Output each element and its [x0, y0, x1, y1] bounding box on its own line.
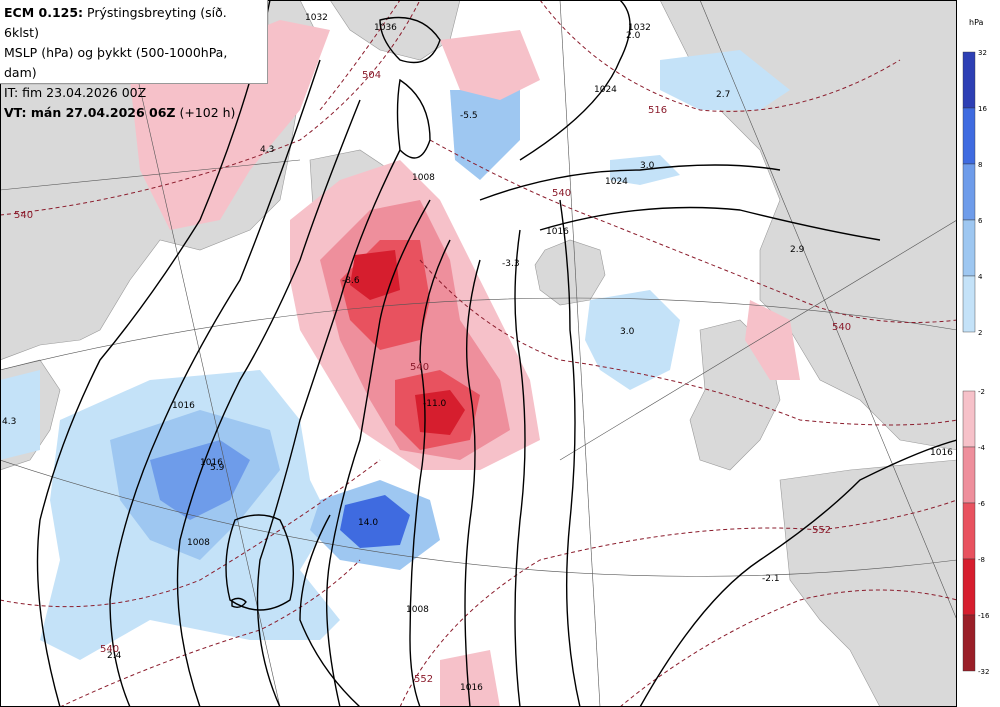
svalbard — [329, 0, 461, 61]
title-line-init-time: IT: fim 23.04.2026 00Z — [4, 85, 147, 100]
graticule — [0, 0, 957, 707]
svg-text:2.7: 2.7 — [716, 90, 730, 100]
colorbar-swatch — [962, 275, 976, 333]
svg-text:504: 504 — [362, 70, 381, 81]
svg-text:540: 540 — [14, 210, 33, 221]
svg-text:1016: 1016 — [200, 458, 223, 468]
colorbar-tick-label: -32 — [978, 668, 989, 676]
colorbar-swatch — [962, 51, 976, 109]
colorbar-tick-label: -16 — [978, 612, 990, 620]
colorbar-swatch — [962, 163, 976, 221]
svg-text:1016: 1016 — [930, 448, 953, 458]
svg-text:3.0: 3.0 — [620, 327, 635, 337]
weather-map: 1016 1024 1016 1016 1008 1008 1008 1016 … — [0, 0, 957, 707]
svg-text:-11.0: -11.0 — [423, 399, 447, 409]
rise-area-center — [585, 290, 680, 390]
colorbar-tick-label: -2 — [978, 388, 985, 396]
svg-text:1024: 1024 — [605, 177, 628, 187]
svg-text:4.3: 4.3 — [260, 145, 274, 155]
colorbar-tick-label: -6 — [978, 500, 986, 508]
svg-text:-3.3: -3.3 — [502, 259, 520, 269]
svg-text:2.9: 2.9 — [790, 245, 805, 255]
iceland — [534, 239, 606, 306]
svg-text:2.0: 2.0 — [626, 31, 641, 41]
color-legend: hPa 32 16 8 6 4 2 -2 -4 -6 -8 -16 -32 — [957, 0, 1000, 707]
rise-area-north — [660, 50, 790, 110]
svg-text:540: 540 — [552, 188, 571, 199]
map-title-box: ECM 0.125: Prýstingsbreyting (síð. 6klst… — [0, 0, 268, 120]
thickness-labels: 540 504 516 540 540 552 552 540 540 — [14, 70, 851, 685]
svg-text:1008: 1008 — [187, 538, 210, 548]
svg-text:1016: 1016 — [460, 683, 483, 693]
svg-text:540: 540 — [100, 644, 119, 655]
svg-text:552: 552 — [414, 674, 433, 685]
fall-area-east — [745, 300, 800, 380]
legend-unit: hPa — [969, 18, 984, 27]
colorbar-swatch — [962, 558, 976, 616]
colorbar-swatch — [962, 614, 976, 672]
svg-text:1016: 1016 — [172, 401, 195, 411]
title-line-valid-time: VT: mán 27.04.2026 06Z (+102 h) — [4, 105, 236, 120]
svg-text:4.3: 4.3 — [2, 417, 16, 427]
svg-text:3.0: 3.0 — [640, 161, 655, 171]
rise-area-south-core — [340, 495, 410, 548]
colorbar-tick-label: -4 — [978, 444, 986, 452]
svg-text:516: 516 — [648, 105, 667, 116]
svg-text:1024: 1024 — [594, 85, 617, 95]
colorbar-swatch — [962, 219, 976, 277]
svg-text:552: 552 — [812, 525, 831, 536]
isobar-labels: 1016 1024 1016 1016 1008 1008 1008 1016 … — [172, 13, 953, 693]
svg-text:5.9: 5.9 — [210, 463, 225, 473]
colorbar-tick-label: 8 — [978, 161, 982, 169]
colorbar-tick-label: 4 — [978, 273, 983, 281]
svg-text:1032: 1032 — [628, 23, 651, 33]
tendency-labels: 2.0 2.7 3.0 2.9 3.0 -3.3 -11.0 14.0 5.9 … — [2, 31, 805, 661]
isobars — [36, 0, 957, 707]
negative-colorbar: -2 -4 -6 -8 -16 -32 — [962, 388, 990, 676]
colorbar-swatch — [962, 390, 976, 448]
colorbar-tick-label: 6 — [978, 217, 983, 225]
svg-text:2.4: 2.4 — [107, 651, 122, 661]
fall-area-north — [440, 30, 540, 100]
colorbar-tick-label: 32 — [978, 49, 987, 57]
colorbar-tick-label: -8 — [978, 556, 985, 564]
svg-text:-2.1: -2.1 — [762, 574, 780, 584]
svg-text:1016: 1016 — [546, 227, 569, 237]
fall-area-ridge — [350, 250, 400, 300]
title-line-fields: MSLP (hPa) og þykkt (500-1000hPa, dam) — [4, 45, 228, 80]
rise-area-greenland — [450, 90, 520, 180]
thickness-contours — [0, 0, 957, 707]
legend-bars: 32 16 8 6 4 2 -2 -4 -6 -8 -16 -32 — [962, 49, 990, 676]
title-line-model: ECM 0.125: Prýstingsbreyting (síð. 6klst… — [4, 5, 227, 40]
rise-area-west-core — [150, 440, 250, 520]
svg-text:1032: 1032 — [305, 13, 328, 23]
svg-text:540: 540 — [832, 322, 851, 333]
colorbar-swatch — [962, 502, 976, 560]
colorbar-tick-label: 2 — [978, 329, 982, 337]
colorbar-swatch — [962, 446, 976, 504]
svg-text:1008: 1008 — [406, 605, 429, 615]
svg-text:1008: 1008 — [412, 173, 435, 183]
svg-text:14.0: 14.0 — [358, 518, 378, 528]
colorbar-swatch — [962, 107, 976, 165]
svg-text:540: 540 — [410, 362, 429, 373]
fall-area-low-inner — [415, 390, 465, 435]
svg-text:-5.5: -5.5 — [460, 111, 478, 121]
positive-colorbar: 32 16 8 6 4 2 — [962, 49, 987, 337]
rise-area-far-west — [0, 370, 40, 460]
europe-south — [779, 459, 957, 707]
colorbar-tick-label: 16 — [978, 105, 987, 113]
fall-area-south — [440, 650, 500, 707]
svg-text:-8.6: -8.6 — [342, 276, 360, 286]
svg-text:1036: 1036 — [374, 23, 397, 33]
